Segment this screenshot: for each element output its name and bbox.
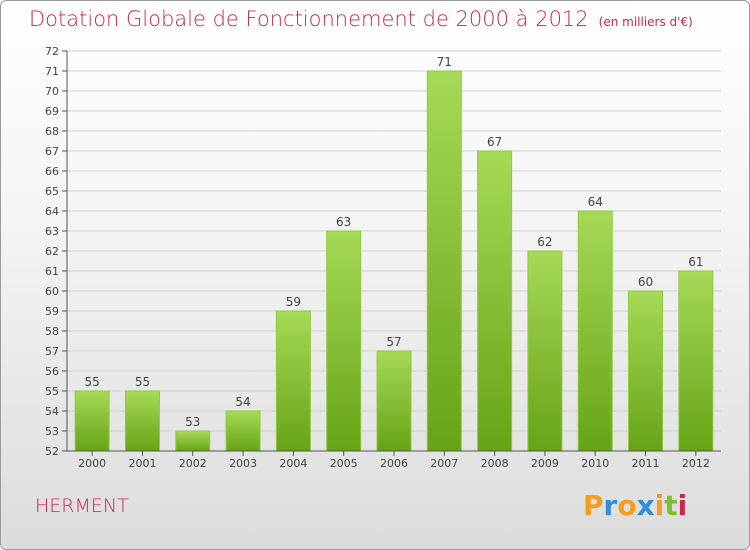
bar	[577, 210, 613, 452]
x-tick-label: 2003	[229, 457, 257, 470]
chart-title-text: Dotation Globale de Fonctionnement de 20…	[29, 7, 589, 31]
data-label: 55	[135, 375, 150, 389]
y-tick-label: 65	[45, 185, 59, 198]
logo-letter: o	[617, 489, 637, 522]
logo-letter: r	[603, 489, 618, 522]
y-tick-label: 71	[45, 65, 59, 78]
bar	[326, 230, 362, 452]
data-label: 54	[235, 395, 250, 409]
bar	[527, 250, 563, 452]
bar	[74, 390, 110, 452]
bar	[426, 70, 462, 452]
logo-letter: i	[677, 489, 688, 522]
commune-name: HERMENT	[35, 495, 129, 517]
x-tick-label: 2002	[179, 457, 207, 470]
y-tick-label: 60	[45, 285, 59, 298]
data-label: 64	[588, 195, 603, 209]
y-tick-label: 61	[45, 265, 59, 278]
y-tick-label: 58	[45, 325, 59, 338]
y-tick-label: 63	[45, 225, 59, 238]
axes	[62, 50, 721, 456]
x-tick-label: 2008	[481, 457, 509, 470]
proxiti-logo[interactable]: Proxiti	[583, 489, 687, 522]
bar	[175, 430, 211, 452]
chart-unit: (en milliers d'€)	[598, 15, 693, 29]
data-label: 67	[487, 135, 502, 149]
bar	[225, 410, 261, 452]
y-tick-label: 55	[45, 385, 59, 398]
bar	[124, 390, 160, 452]
data-label: 71	[437, 55, 452, 69]
x-tick-label: 2005	[330, 457, 358, 470]
bar	[628, 290, 664, 452]
y-tick-label: 52	[45, 445, 59, 458]
data-label: 61	[688, 255, 703, 269]
logo-letter: P	[583, 489, 604, 522]
y-tick-label: 64	[45, 205, 59, 218]
data-label: 57	[386, 335, 401, 349]
data-label: 60	[638, 275, 653, 289]
x-tick-label: 2007	[430, 457, 458, 470]
x-tick-label: 2011	[632, 457, 660, 470]
x-tick-label: 2004	[279, 457, 307, 470]
bar	[376, 350, 412, 452]
x-tick-label: 2009	[531, 457, 559, 470]
y-tick-label: 57	[45, 345, 59, 358]
x-tick-label: 2000	[78, 457, 106, 470]
chart-title: Dotation Globale de Fonctionnement de 20…	[29, 7, 693, 31]
logo-letter: t	[664, 489, 678, 522]
y-tick-label: 69	[45, 105, 59, 118]
bar	[678, 270, 714, 452]
y-tick-label: 53	[45, 425, 59, 438]
data-label: 55	[85, 375, 100, 389]
data-label: 62	[537, 235, 552, 249]
y-tick-label: 56	[45, 365, 59, 378]
y-tick-label: 68	[45, 125, 59, 138]
bars	[74, 70, 714, 452]
labels: 52 53 54 55 56 57 58 59 60 61 62 63 64 65 66 67 68 69 70 71…	[45, 45, 710, 470]
data-label: 59	[286, 295, 301, 309]
bar	[275, 310, 311, 452]
y-tick-label: 72	[45, 45, 59, 58]
y-tick-label: 67	[45, 145, 59, 158]
y-tick-label: 70	[45, 85, 59, 98]
data-label: 53	[185, 415, 200, 429]
data-label: 63	[336, 215, 351, 229]
y-tick-label: 66	[45, 165, 59, 178]
x-tick-label: 2010	[581, 457, 609, 470]
y-tick-label: 59	[45, 305, 59, 318]
y-tick-label: 54	[45, 405, 59, 418]
x-tick-label: 2012	[682, 457, 710, 470]
y-tick-label: 62	[45, 245, 59, 258]
logo-letter: i	[654, 489, 665, 522]
x-tick-label: 2001	[128, 457, 156, 470]
bar	[477, 150, 513, 452]
logo-letter: x	[636, 489, 655, 522]
x-tick-label: 2006	[380, 457, 408, 470]
